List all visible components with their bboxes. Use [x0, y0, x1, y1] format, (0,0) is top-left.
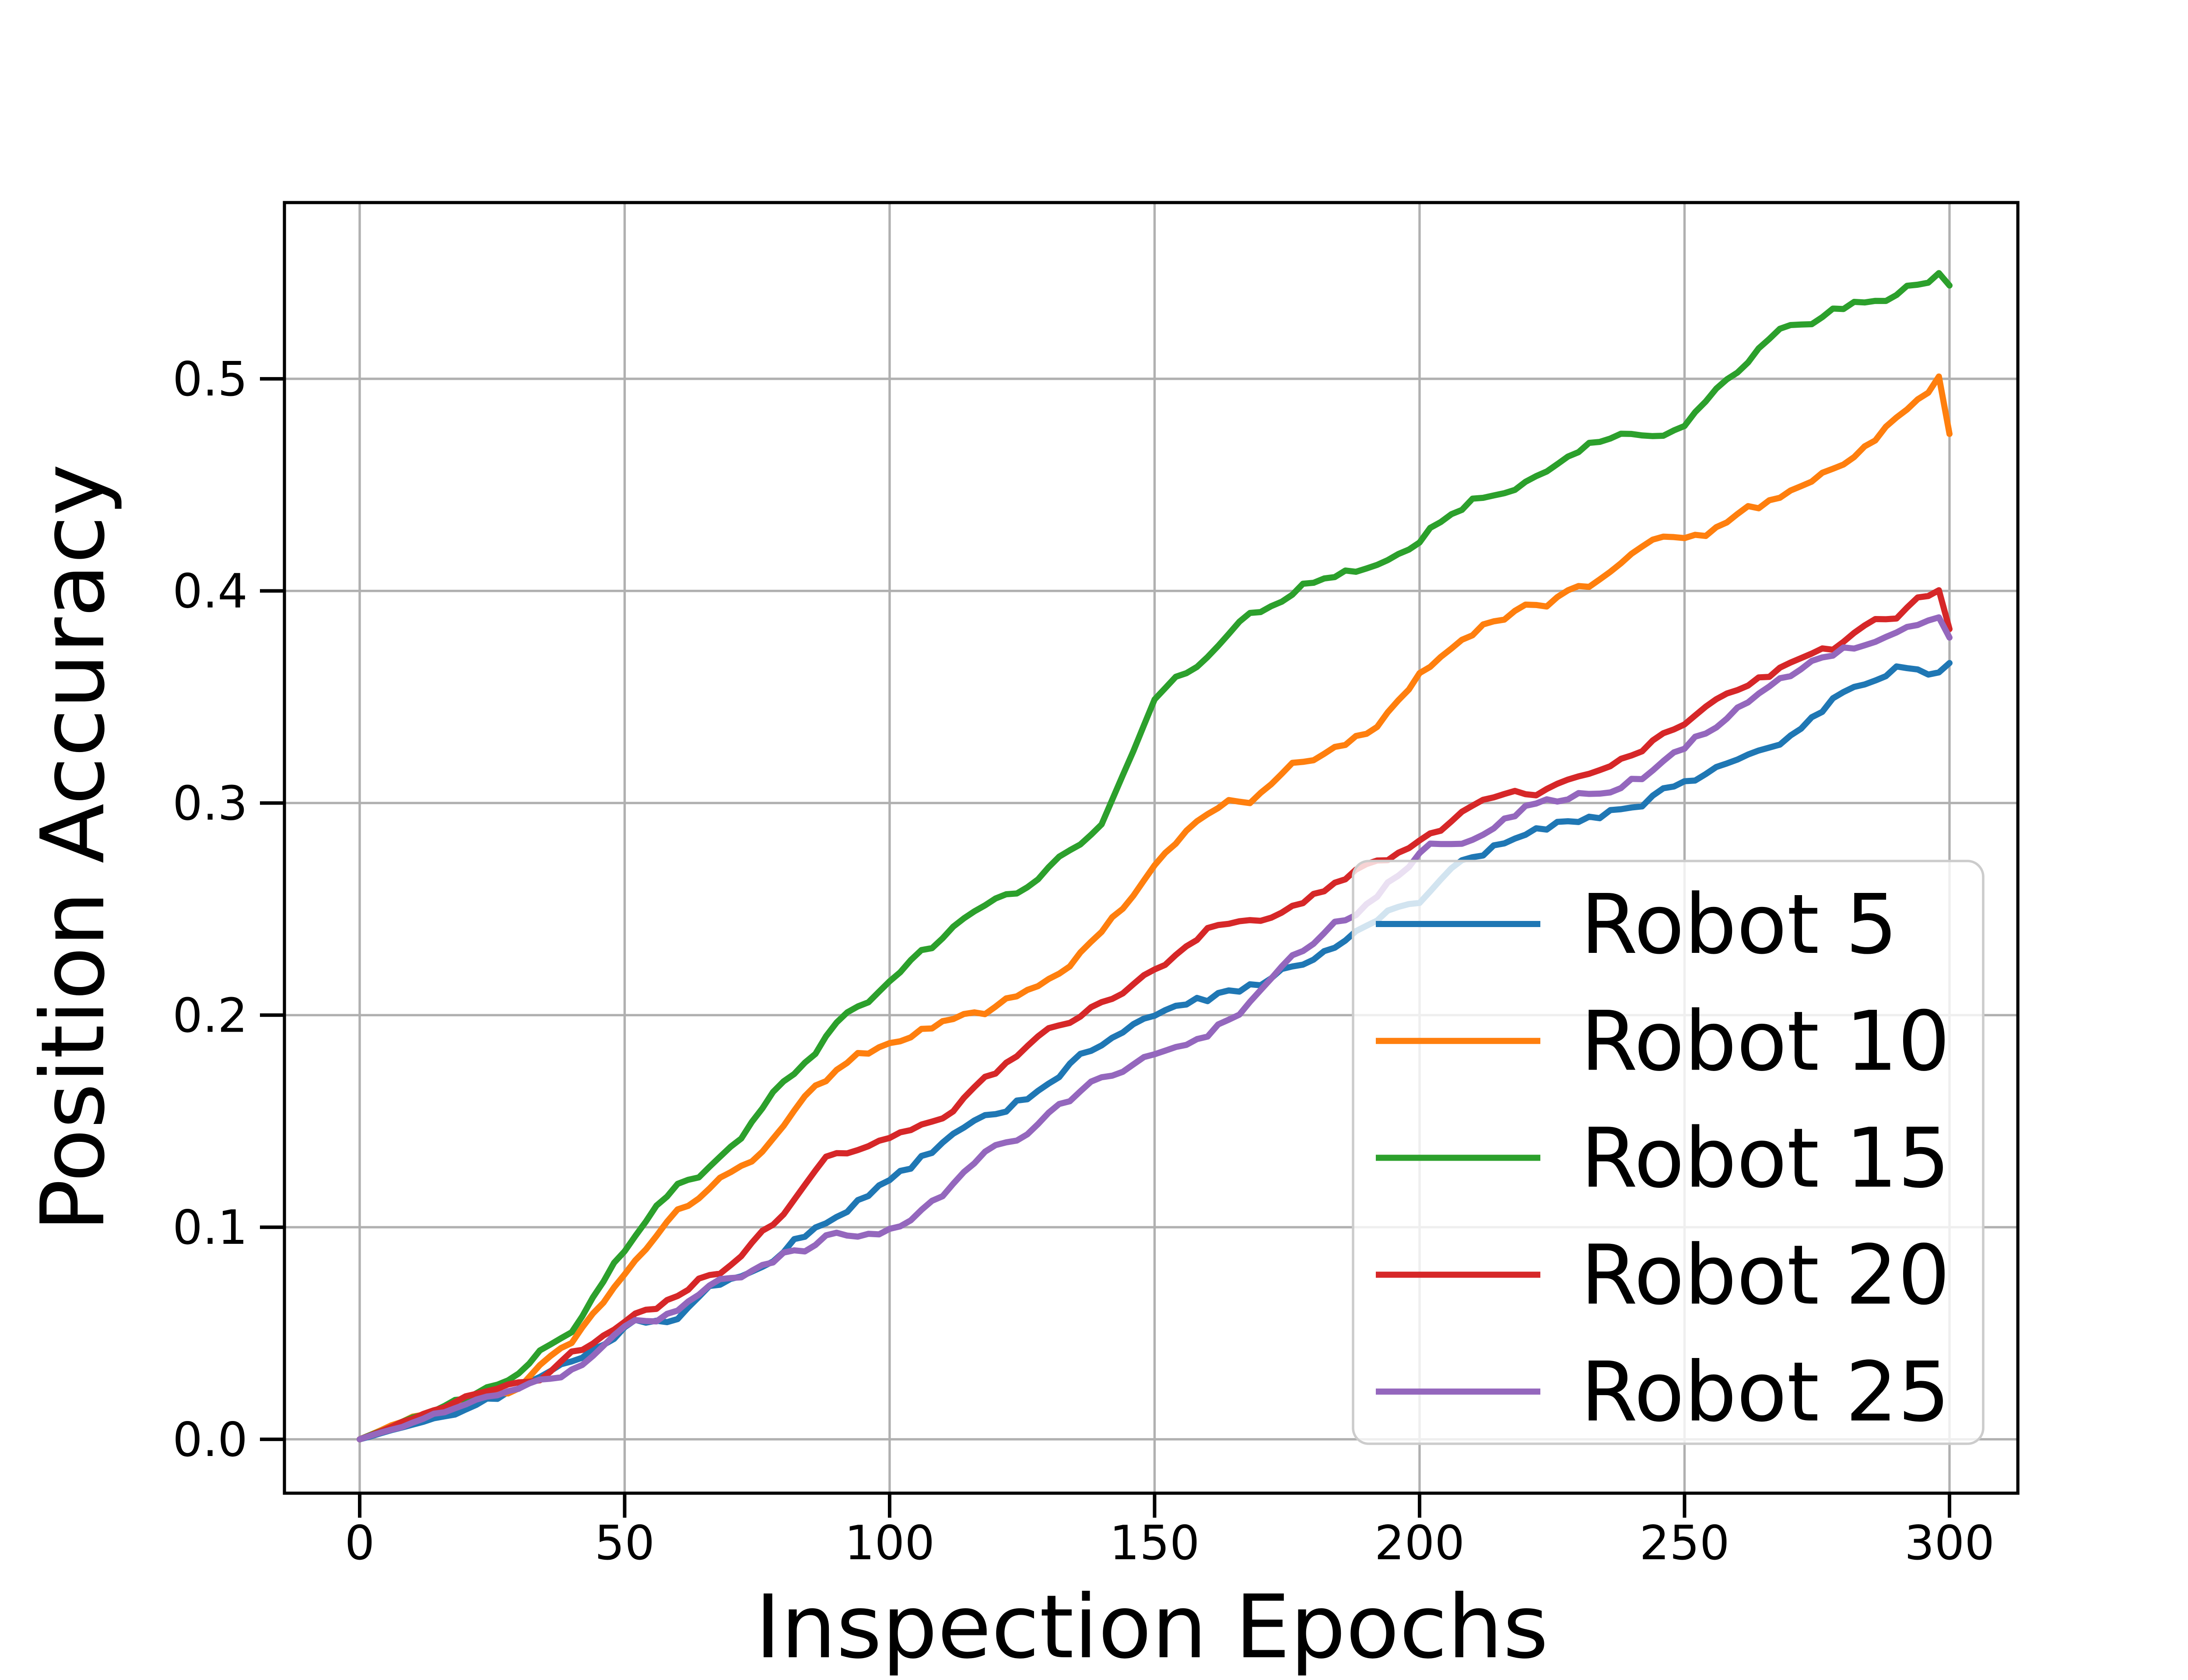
y-tick-label: 0.4: [172, 564, 248, 619]
x-tick-label: 250: [1639, 1516, 1729, 1571]
y-axis-label: Position Accuracy: [22, 464, 124, 1232]
tick-layer: 0 50 100 150 200 250 300 0.0 0.1 0.2 0.3 0.4 0.5: [172, 352, 1995, 1571]
plot-border: [283, 201, 2020, 1495]
x-axis-label: Inspection Epochs: [755, 1576, 1548, 1678]
x-tick-label: 50: [595, 1516, 655, 1571]
series-line-robot-20: [356, 587, 1953, 1442]
x-tick-label: 300: [1904, 1516, 1995, 1571]
y-tick-label: 0.5: [172, 352, 248, 407]
y-tick-label: 0.3: [172, 776, 248, 831]
legend: Robot 5 Robot 10 Robot 15 Robot 20 Robot 25: [1352, 860, 1985, 1445]
legend-label-robot-15: Robot 15: [1581, 1110, 1950, 1206]
series-layer: [356, 270, 1953, 1442]
legend-label-robot-25: Robot 25: [1581, 1344, 1950, 1440]
y-tick-label: 0.2: [172, 988, 248, 1043]
x-tick-label: 150: [1109, 1516, 1199, 1571]
legend-label-robot-5: Robot 5: [1581, 877, 1898, 973]
series-line-robot-25: [356, 614, 1953, 1442]
x-tick-label: 100: [845, 1516, 935, 1571]
y-tick-label: 0.0: [172, 1413, 248, 1467]
legend-label-robot-20: Robot 20: [1581, 1228, 1950, 1323]
y-tick-label: 0.1: [172, 1200, 248, 1255]
x-tick-label: 0: [345, 1516, 375, 1571]
series-line-robot-10: [356, 373, 1953, 1442]
series-line-robot-15: [356, 270, 1953, 1442]
x-tick-label: 200: [1375, 1516, 1465, 1571]
legend-label-robot-10: Robot 10: [1581, 994, 1950, 1089]
legend-box: [1352, 860, 1985, 1445]
